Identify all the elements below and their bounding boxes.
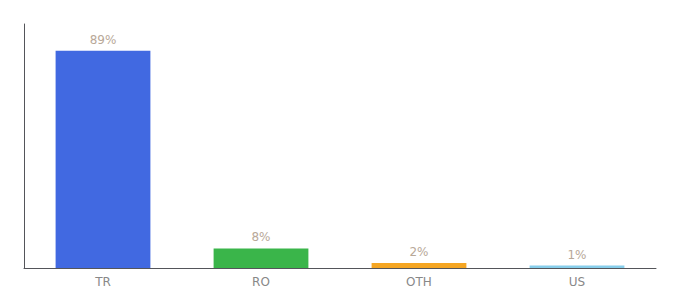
- svg-text:8%: 8%: [251, 230, 270, 244]
- svg-text:US: US: [569, 275, 585, 289]
- svg-text:2%: 2%: [409, 245, 428, 259]
- svg-text:1%: 1%: [567, 248, 586, 262]
- svg-text:89%: 89%: [90, 33, 117, 47]
- svg-text:TR: TR: [94, 275, 111, 289]
- svg-text:RO: RO: [252, 275, 270, 289]
- svg-text:OTH: OTH: [406, 275, 432, 289]
